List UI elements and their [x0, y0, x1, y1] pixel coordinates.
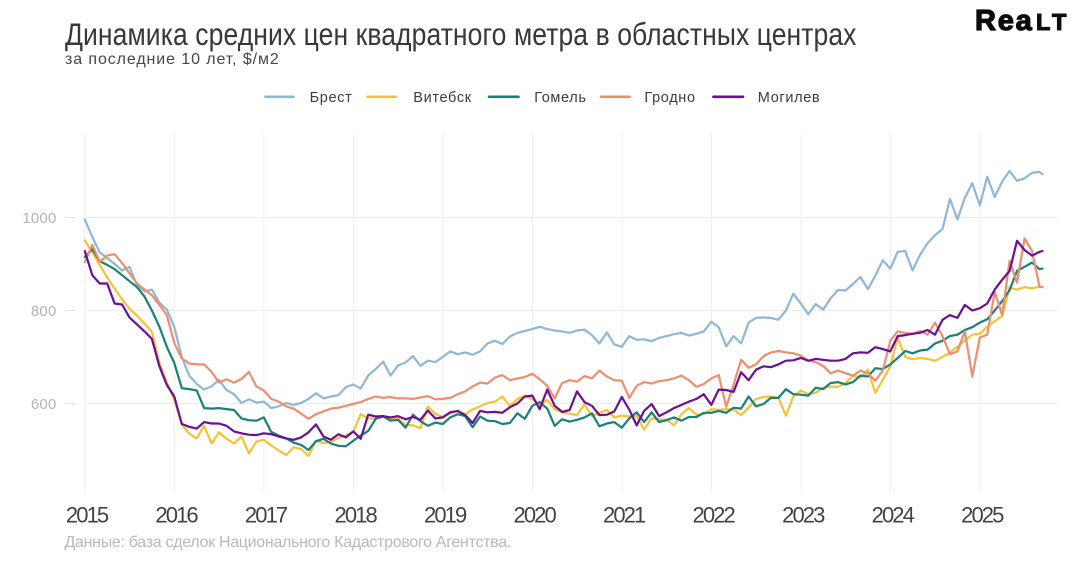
svg-text:Гродно: Гродно: [644, 90, 695, 106]
svg-text:600: 600: [31, 396, 57, 413]
svg-text:2018: 2018: [335, 503, 378, 528]
svg-text:2023: 2023: [782, 503, 825, 528]
svg-text:2025: 2025: [961, 503, 1004, 528]
svg-text:1000: 1000: [22, 210, 56, 227]
svg-text:Могилев: Могилев: [758, 90, 820, 106]
svg-text:Данные: база сделок Национальн: Данные: база сделок Национального Кадаст…: [65, 534, 511, 551]
svg-text:2021: 2021: [603, 503, 646, 528]
svg-text:2022: 2022: [693, 503, 736, 528]
svg-text:2015: 2015: [66, 503, 109, 528]
svg-text:Брест: Брест: [310, 90, 353, 106]
svg-text:Гомель: Гомель: [534, 90, 586, 106]
svg-text:Динамика средних цен квадратно: Динамика средних цен квадратного метра в…: [65, 18, 857, 52]
svg-text:2020: 2020: [514, 503, 557, 528]
svg-text:800: 800: [31, 303, 57, 320]
svg-text:2024: 2024: [872, 503, 915, 528]
svg-text:Rea: Rea: [975, 5, 1034, 37]
svg-text:LT: LT: [1036, 9, 1070, 35]
svg-text:за последние 10 лет, $/м2: за последние 10 лет, $/м2: [65, 51, 280, 68]
svg-text:2016: 2016: [155, 503, 198, 528]
svg-text:2019: 2019: [424, 503, 467, 528]
svg-text:Витебск: Витебск: [413, 90, 471, 106]
svg-text:2017: 2017: [245, 503, 288, 528]
